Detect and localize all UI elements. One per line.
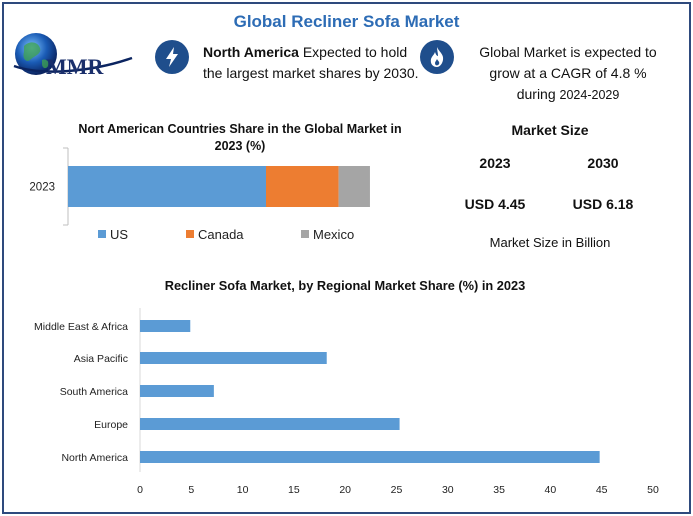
regional-bar-europe [140, 418, 400, 430]
market-size-value-2030: USD 6.18 [572, 196, 634, 212]
regional-bar-south-america [140, 385, 214, 397]
legend-swatch-mexico [301, 230, 309, 238]
regional-xtick: 5 [188, 484, 194, 496]
legend-label-canada: Canada [198, 227, 244, 242]
market-size-year-2023: 2023 [479, 155, 511, 171]
market-size-title: Market Size [511, 122, 589, 138]
market-size-note: Market Size in Billion [489, 235, 611, 250]
mmr-logo: MMR [13, 33, 133, 79]
legend-swatch-canada [186, 230, 194, 238]
stacked-bar-us [68, 166, 266, 207]
regional-xtick: 10 [237, 484, 249, 496]
regional-xtick: 0 [137, 484, 143, 496]
legend-swatch-us [98, 230, 106, 238]
growth-highlight: Global Market is expected to grow at a C… [479, 44, 657, 102]
regional-xtick: 50 [647, 484, 659, 496]
stacked-bar-mexico [338, 166, 370, 207]
legend-label-us: US [110, 227, 128, 242]
lightning-icon [155, 40, 189, 74]
regional-bar-asia-pacific [140, 352, 327, 364]
regional-label-north-america: North America [61, 452, 128, 464]
regional-label-south-america: South America [60, 386, 128, 398]
stacked-bar-canada [266, 166, 339, 207]
regional-xtick: 25 [391, 484, 403, 496]
stacked-category-label: 2023 [29, 182, 55, 194]
regional-label-middle-east-africa: Middle East & Africa [34, 321, 128, 333]
regional-xtick: 45 [596, 484, 608, 496]
flame-icon [420, 40, 454, 74]
regional-bar-middle-east-africa [140, 320, 191, 332]
regional-label-asia-pacific: Asia Pacific [74, 353, 128, 365]
regional-xtick: 20 [339, 484, 351, 496]
region-highlight: North America Expected to hold the large… [203, 44, 419, 81]
regional-label-europe: Europe [94, 419, 128, 431]
legend-label-mexico: Mexico [313, 227, 354, 242]
market-size-year-2030: 2030 [587, 155, 619, 171]
regional-chart-title: Recliner Sofa Market, by Regional Market… [164, 278, 526, 293]
regional-xtick: 35 [493, 484, 505, 496]
logo-text: MMR [46, 54, 105, 79]
regional-bar-north-america [140, 451, 600, 463]
stacked-chart-title: Nort American Countries Share in the Glo… [78, 122, 402, 153]
page-title: Global Recliner Sofa Market [233, 12, 460, 31]
regional-xtick: 40 [545, 484, 557, 496]
regional-xtick: 30 [442, 484, 454, 496]
regional-xtick: 15 [288, 484, 300, 496]
market-size-value-2023: USD 4.45 [464, 196, 526, 212]
